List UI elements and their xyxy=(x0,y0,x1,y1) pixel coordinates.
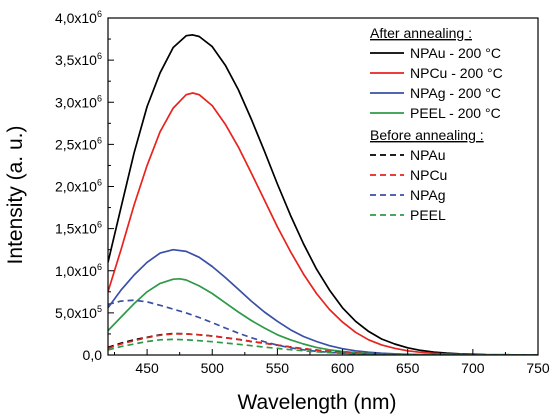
y-tick-label-3: 1,5x106 xyxy=(55,220,102,237)
x-tick-label-6: 750 xyxy=(526,360,550,376)
x-tick-label-0: 450 xyxy=(135,360,159,376)
legend: After annealing : NPAu - 200 °C NPCu - 200… xyxy=(370,25,503,223)
y-tick-exponent-5: 6 xyxy=(97,135,102,145)
y-tick-label-4: 2,0x106 xyxy=(55,178,102,195)
series-line-0 xyxy=(108,34,538,355)
legend-heading-1: Before annealing : xyxy=(370,127,484,143)
x-axis-title: Wavelength (nm) xyxy=(237,391,396,414)
axis-layer: 450 500 550 600 650 700 750 0,0 5,0x105 1,0x106 1,… xyxy=(55,9,550,376)
legend-label-2: NPAg - 200 °C xyxy=(410,85,501,101)
series-line-7 xyxy=(108,338,538,355)
series-line-5 xyxy=(108,333,538,355)
x-tick-label-4: 650 xyxy=(396,360,420,376)
y-tick-label-5: 2,5x106 xyxy=(55,135,102,152)
y-tick-exponent-6: 6 xyxy=(97,93,102,103)
legend-heading-0: After annealing : xyxy=(370,25,472,41)
legend-label-3: PEEL - 200 °C xyxy=(410,105,501,121)
y-tick-exponent-1: 5 xyxy=(97,304,102,314)
y-tick-label-1: 5,0x105 xyxy=(55,304,102,321)
y-tick-exponent-7: 6 xyxy=(97,51,102,61)
y-tick-exponent-2: 6 xyxy=(97,262,102,272)
legend-label-7: PEEL xyxy=(410,207,446,223)
y-tick-exponent-3: 6 xyxy=(97,220,102,230)
y-tick-label-2: 1,0x106 xyxy=(55,262,102,279)
y-tick-label-7: 3,5x106 xyxy=(55,51,102,68)
x-tick-label-1: 500 xyxy=(201,360,225,376)
legend-label-5: NPCu xyxy=(410,167,447,183)
series-layer xyxy=(108,34,538,355)
y-axis-title: Intensity (a. u.) xyxy=(4,126,27,265)
legend-label-1: NPCu - 200 °C xyxy=(410,65,503,81)
series-line-3 xyxy=(108,277,538,355)
legend-label-6: NPAg xyxy=(410,187,446,203)
series-line-6 xyxy=(108,299,538,355)
y-tick-exponent-4: 6 xyxy=(97,178,102,188)
y-tick-label-6: 3,0x106 xyxy=(55,93,102,110)
legend-label-4: NPAu xyxy=(410,147,446,163)
x-tick-label-2: 550 xyxy=(266,360,290,376)
y-tick-exponent-8: 6 xyxy=(97,9,102,19)
x-tick-label-3: 600 xyxy=(331,360,355,376)
y-tick-label-0: 0,0 xyxy=(83,347,103,363)
y-tick-label-8: 4,0x106 xyxy=(55,9,102,26)
legend-label-0: NPAu - 200 °C xyxy=(410,45,501,61)
x-tick-label-5: 700 xyxy=(461,360,485,376)
